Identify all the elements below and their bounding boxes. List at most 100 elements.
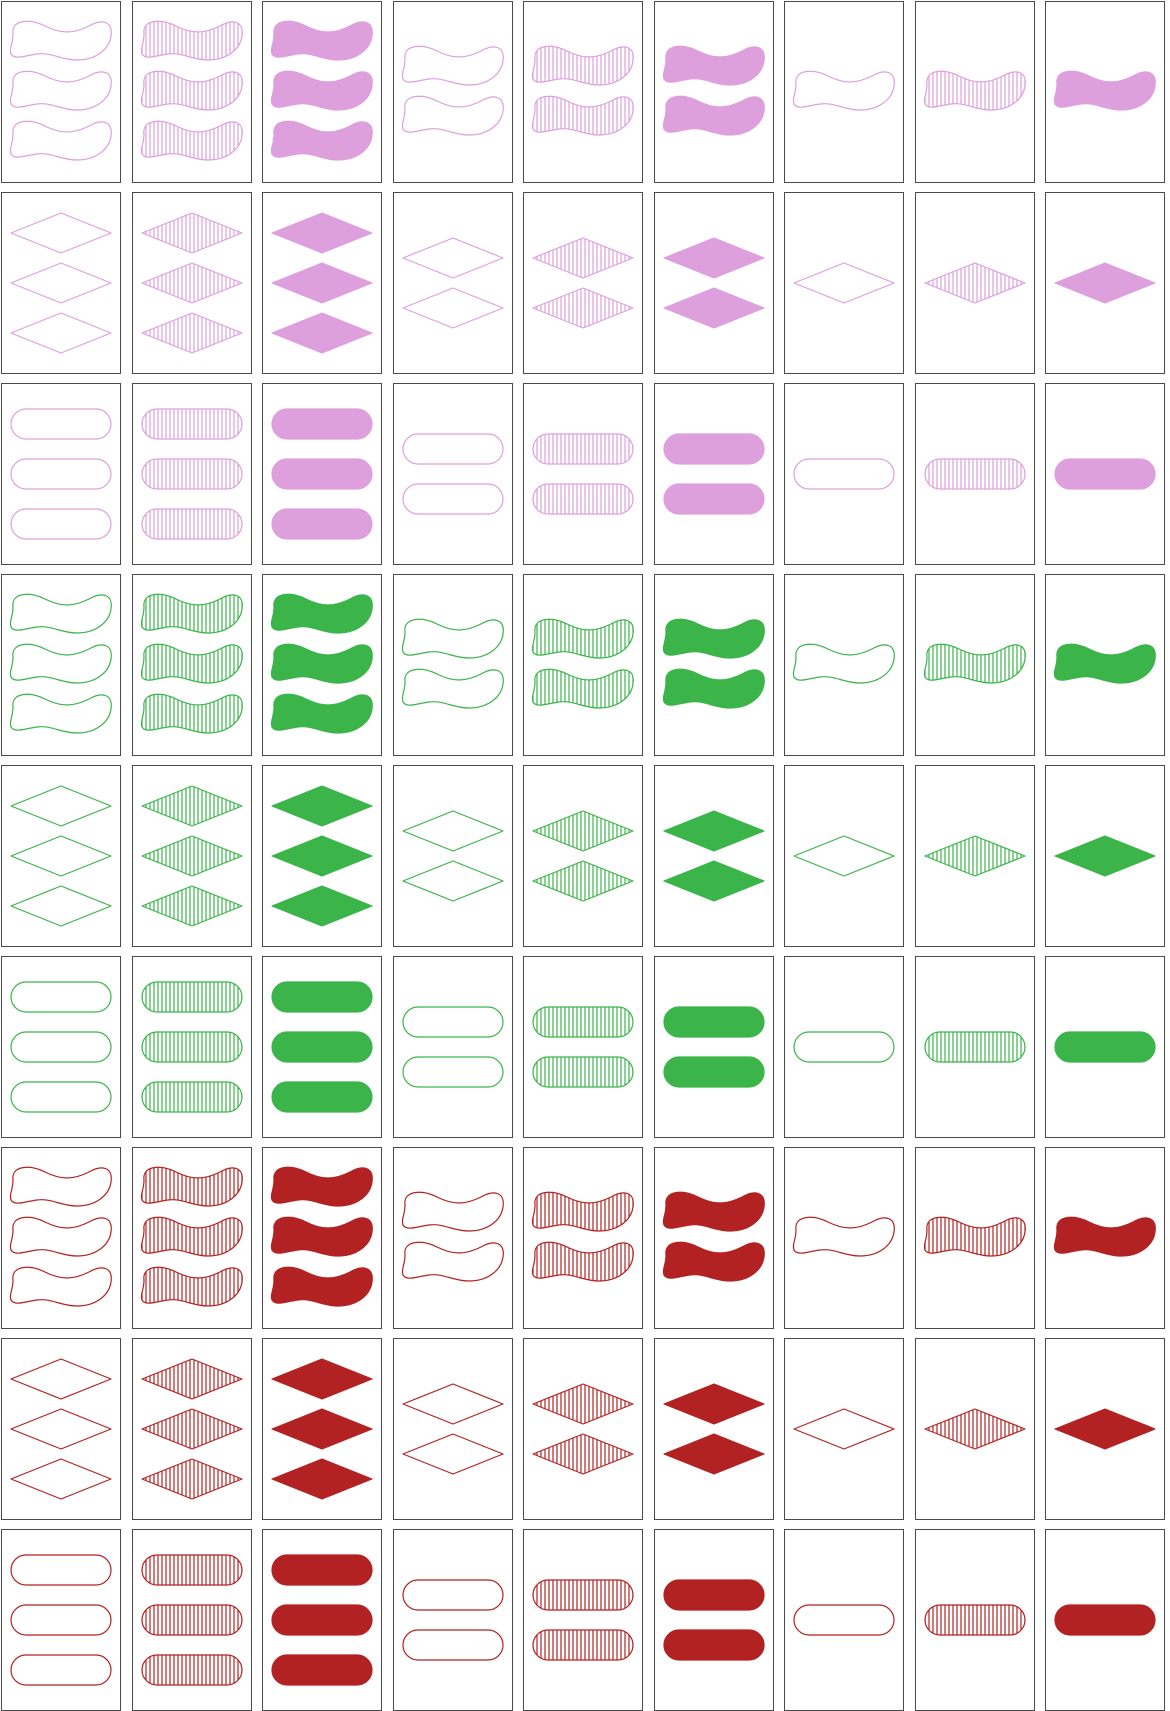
card-2-outline-green-diamond[interactable] [392, 765, 513, 947]
squiggle-symbol [401, 1191, 504, 1232]
oval-symbol [793, 1604, 895, 1636]
card-2-outline-red-diamond[interactable] [392, 1338, 513, 1520]
card-1-striped-green-diamond[interactable] [914, 765, 1035, 947]
squiggle-symbol [270, 20, 373, 61]
card-2-solid-green-oval[interactable] [653, 956, 774, 1138]
card-1-solid-red-squiggle[interactable] [1045, 1147, 1165, 1329]
diamond-symbol [532, 287, 634, 329]
card-2-striped-green-squiggle[interactable] [523, 574, 643, 756]
card-2-striped-green-oval[interactable] [523, 956, 643, 1138]
card-1-striped-red-oval[interactable] [914, 1529, 1035, 1711]
card-1-outline-red-diamond[interactable] [784, 1338, 904, 1520]
card-2-outline-purple-diamond[interactable] [392, 192, 513, 374]
card-3-solid-green-oval[interactable] [262, 956, 382, 1138]
diamond-symbol [10, 785, 112, 827]
card-1-solid-green-oval[interactable] [1045, 956, 1165, 1138]
card-3-solid-purple-squiggle[interactable] [262, 1, 382, 183]
card-1-solid-purple-squiggle[interactable] [1045, 1, 1165, 183]
card-1-outline-purple-oval[interactable] [784, 383, 904, 565]
card-2-outline-green-oval[interactable] [392, 956, 513, 1138]
squiggle-symbol [531, 618, 634, 659]
card-3-solid-red-diamond[interactable] [262, 1338, 382, 1520]
oval-symbol [140, 1031, 243, 1063]
card-3-outline-green-squiggle[interactable] [1, 574, 121, 756]
card-2-striped-purple-diamond[interactable] [523, 192, 643, 374]
card-3-solid-red-squiggle[interactable] [262, 1147, 382, 1329]
card-2-solid-purple-squiggle[interactable] [653, 1, 774, 183]
card-2-solid-green-diamond[interactable] [653, 765, 774, 947]
diamond-symbol [140, 785, 243, 827]
card-1-outline-red-squiggle[interactable] [784, 1147, 904, 1329]
card-2-solid-purple-diamond[interactable] [653, 192, 774, 374]
card-3-solid-red-oval[interactable] [262, 1529, 382, 1711]
oval-symbol [793, 458, 895, 490]
card-2-striped-red-squiggle[interactable] [523, 1147, 643, 1329]
card-3-striped-green-oval[interactable] [131, 956, 252, 1138]
card-1-solid-red-oval[interactable] [1045, 1529, 1165, 1711]
diamond-symbol [271, 1458, 373, 1500]
card-1-outline-purple-diamond[interactable] [784, 192, 904, 374]
card-1-solid-purple-oval[interactable] [1045, 383, 1165, 565]
card-2-striped-purple-squiggle[interactable] [523, 1, 643, 183]
card-1-solid-red-diamond[interactable] [1045, 1338, 1165, 1520]
squiggle-symbol [9, 1216, 112, 1257]
card-2-solid-red-diamond[interactable] [653, 1338, 774, 1520]
card-2-striped-red-oval[interactable] [523, 1529, 643, 1711]
card-2-solid-red-oval[interactable] [653, 1529, 774, 1711]
card-3-outline-red-diamond[interactable] [1, 1338, 121, 1520]
card-2-striped-purple-oval[interactable] [523, 383, 643, 565]
diamond-symbol [532, 1383, 634, 1425]
squiggle-symbol [140, 120, 243, 161]
card-2-outline-red-oval[interactable] [392, 1529, 513, 1711]
card-3-solid-purple-diamond[interactable] [262, 192, 382, 374]
squiggle-symbol [792, 70, 895, 111]
card-1-outline-green-diamond[interactable] [784, 765, 904, 947]
card-2-outline-purple-squiggle[interactable] [392, 1, 513, 183]
card-2-solid-green-squiggle[interactable] [653, 574, 774, 756]
card-2-outline-purple-oval[interactable] [392, 383, 513, 565]
card-1-striped-red-squiggle[interactable] [914, 1147, 1035, 1329]
card-3-striped-purple-diamond[interactable] [131, 192, 252, 374]
card-1-solid-green-squiggle[interactable] [1045, 574, 1165, 756]
card-3-striped-red-diamond[interactable] [131, 1338, 252, 1520]
card-3-solid-green-squiggle[interactable] [262, 574, 382, 756]
card-1-outline-purple-squiggle[interactable] [784, 1, 904, 183]
card-3-striped-purple-squiggle[interactable] [131, 1, 252, 183]
card-3-striped-red-oval[interactable] [131, 1529, 252, 1711]
oval-symbol [140, 1654, 243, 1686]
card-3-outline-purple-diamond[interactable] [1, 192, 121, 374]
card-1-striped-purple-squiggle[interactable] [914, 1, 1035, 183]
card-3-solid-green-diamond[interactable] [262, 765, 382, 947]
card-3-outline-red-squiggle[interactable] [1, 1147, 121, 1329]
card-2-outline-green-squiggle[interactable] [392, 574, 513, 756]
card-2-striped-red-diamond[interactable] [523, 1338, 643, 1520]
card-2-solid-red-squiggle[interactable] [653, 1147, 774, 1329]
card-3-striped-red-squiggle[interactable] [131, 1147, 252, 1329]
card-3-solid-purple-oval[interactable] [262, 383, 382, 565]
card-2-outline-red-squiggle[interactable] [392, 1147, 513, 1329]
card-3-outline-green-diamond[interactable] [1, 765, 121, 947]
card-2-solid-purple-oval[interactable] [653, 383, 774, 565]
diamond-symbol [662, 810, 765, 852]
card-1-solid-green-diamond[interactable] [1045, 765, 1165, 947]
card-1-outline-green-squiggle[interactable] [784, 574, 904, 756]
card-1-striped-purple-oval[interactable] [914, 383, 1035, 565]
card-1-striped-green-oval[interactable] [914, 956, 1035, 1138]
card-3-striped-green-squiggle[interactable] [131, 574, 252, 756]
diamond-symbol [10, 212, 112, 254]
card-3-striped-green-diamond[interactable] [131, 765, 252, 947]
oval-symbol [401, 1579, 504, 1611]
card-1-outline-red-oval[interactable] [784, 1529, 904, 1711]
card-3-outline-purple-squiggle[interactable] [1, 1, 121, 183]
squiggle-symbol [923, 1216, 1026, 1257]
card-1-solid-purple-diamond[interactable] [1045, 192, 1165, 374]
card-1-striped-purple-diamond[interactable] [914, 192, 1035, 374]
card-3-outline-purple-oval[interactable] [1, 383, 121, 565]
card-1-striped-red-diamond[interactable] [914, 1338, 1035, 1520]
card-1-striped-green-squiggle[interactable] [914, 574, 1035, 756]
card-3-striped-purple-oval[interactable] [131, 383, 252, 565]
card-3-outline-red-oval[interactable] [1, 1529, 121, 1711]
card-2-striped-green-diamond[interactable] [523, 765, 643, 947]
card-1-outline-green-oval[interactable] [784, 956, 904, 1138]
card-3-outline-green-oval[interactable] [1, 956, 121, 1138]
